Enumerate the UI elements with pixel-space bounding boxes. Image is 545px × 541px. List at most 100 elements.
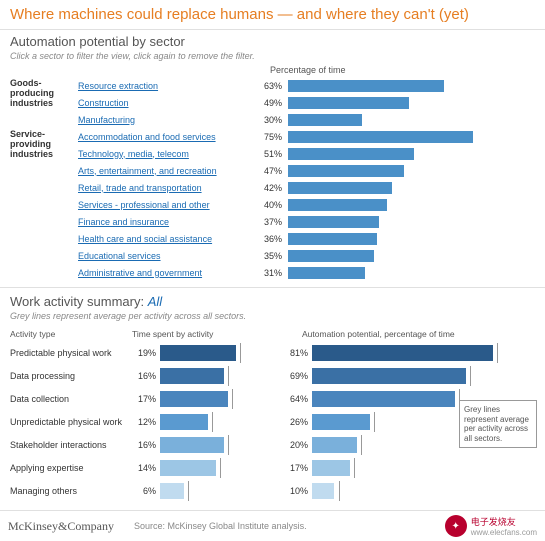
site-name: 电子发烧友	[471, 515, 537, 528]
sector-row: Technology, media, telecom51%	[78, 145, 535, 162]
sector-pct: 37%	[254, 217, 282, 227]
sector-pct: 40%	[254, 200, 282, 210]
divider	[0, 287, 545, 288]
sector-bar-track	[288, 148, 535, 160]
section2-label: Work activity summary:	[10, 294, 144, 309]
sector-bar-track	[288, 80, 535, 92]
sector-bar-track	[288, 250, 535, 262]
sector-link[interactable]: Administrative and government	[78, 268, 248, 278]
grey-note: Grey lines represent average per activit…	[0, 309, 545, 325]
sector-link[interactable]: Finance and insurance	[78, 217, 248, 227]
sector-pct: 47%	[254, 166, 282, 176]
sector-link[interactable]: Technology, media, telecom	[78, 149, 248, 159]
avg-line	[228, 366, 229, 386]
time-pct: 14%	[132, 463, 156, 473]
avg-line	[497, 343, 498, 363]
sector-row: Construction49%	[78, 94, 535, 111]
sector-row: Accommodation and food services 75%	[78, 128, 535, 145]
activity-label: Unpredictable physical work	[10, 417, 128, 427]
sector-pct: 63%	[254, 81, 282, 91]
avg-line	[240, 343, 241, 363]
col-auto-potential: Automation potential, percentage of time	[302, 329, 535, 339]
sector-chart: Goods-producing industriesResource extra…	[0, 77, 545, 281]
auto-bar-track	[312, 345, 535, 361]
sector-pct: 75%	[254, 132, 282, 142]
auto-bar	[312, 483, 334, 499]
auto-bar-track	[312, 483, 535, 499]
activity-label: Applying expertise	[10, 463, 128, 473]
sector-link[interactable]: Manufacturing	[78, 115, 248, 125]
avg-tooltip: Grey lines represent average per activit…	[459, 400, 537, 448]
activity-headers: Activity type Time spent by activity Aut…	[0, 325, 545, 341]
sector-bar-track	[288, 267, 535, 279]
sector-link[interactable]: Services - professional and other	[78, 200, 248, 210]
sector-bar	[288, 165, 404, 177]
sector-row: Administrative and government31%	[78, 264, 535, 281]
auto-pct: 20%	[284, 440, 308, 450]
sector-bar-track	[288, 97, 535, 109]
section2-filter-all[interactable]: All	[148, 294, 162, 309]
auto-bar	[312, 345, 493, 361]
auto-pct: 69%	[284, 371, 308, 381]
sector-row: Resource extraction 63%	[78, 77, 535, 94]
main-title: Where machines could replace humans — an…	[10, 6, 535, 23]
sector-bar-track	[288, 233, 535, 245]
time-bar	[160, 460, 216, 476]
time-bar	[160, 414, 208, 430]
group-label: Service-providing industries	[10, 128, 78, 281]
site-icon: ✦	[445, 515, 467, 537]
avg-line	[470, 366, 471, 386]
avg-line	[188, 481, 189, 501]
avg-line	[374, 412, 375, 432]
activity-row: Managing others6%10%	[0, 479, 545, 502]
time-bar-track	[160, 437, 280, 453]
time-bar-track	[160, 460, 280, 476]
sector-group: Goods-producing industriesResource extra…	[0, 77, 545, 128]
sector-link[interactable]: Educational services	[78, 251, 248, 261]
time-pct: 16%	[132, 371, 156, 381]
sector-link[interactable]: Construction	[78, 98, 248, 108]
activity-row: Data processing 16% 69%	[0, 364, 545, 387]
time-bar-track	[160, 368, 280, 384]
sector-link[interactable]: Arts, entertainment, and recreation	[78, 166, 248, 176]
time-pct: 6%	[132, 486, 156, 496]
auto-bar-track	[312, 460, 535, 476]
filter-hint: Click a sector to filter the view, click…	[0, 49, 545, 65]
sector-bar-track	[288, 199, 535, 211]
auto-bar	[312, 414, 370, 430]
sector-row: Educational services35%	[78, 247, 535, 264]
avg-line	[228, 435, 229, 455]
auto-bar-track	[312, 368, 535, 384]
sector-link[interactable]: Resource extraction	[78, 81, 248, 91]
sector-link[interactable]: Retail, trade and transportation	[78, 183, 248, 193]
activity-row: Predictable physical work19%81%	[0, 341, 545, 364]
sector-bar-track	[288, 216, 535, 228]
col-time-spent: Time spent by activity	[132, 329, 302, 339]
activity-label: Stakeholder interactions	[10, 440, 128, 450]
avg-line	[212, 412, 213, 432]
sector-bar	[288, 216, 379, 228]
time-pct: 19%	[132, 348, 156, 358]
activity-label: Data processing	[10, 371, 128, 381]
site-url: www.elecfans.com	[471, 528, 537, 537]
sector-bar	[288, 114, 362, 126]
header: Where machines could replace humans — an…	[0, 0, 545, 30]
sector-pct: 42%	[254, 183, 282, 193]
sector-bar-track	[288, 182, 535, 194]
activity-label: Managing others	[10, 486, 128, 496]
avg-line	[339, 481, 340, 501]
source-text: Source: McKinsey Global Institute analys…	[114, 521, 445, 531]
sector-link[interactable]: Health care and social assistance	[78, 234, 248, 244]
pct-header: Percentage of time	[0, 65, 545, 75]
time-bar-track	[160, 483, 280, 499]
sector-bar-track	[288, 131, 535, 143]
time-bar-track	[160, 345, 280, 361]
auto-pct: 17%	[284, 463, 308, 473]
sector-bar	[288, 233, 377, 245]
sector-row: Health care and social assistance36%	[78, 230, 535, 247]
sector-pct: 30%	[254, 115, 282, 125]
auto-bar	[312, 368, 466, 384]
avg-line	[361, 435, 362, 455]
sector-link[interactable]: Accommodation and food services	[78, 132, 248, 142]
time-bar-track	[160, 414, 280, 430]
